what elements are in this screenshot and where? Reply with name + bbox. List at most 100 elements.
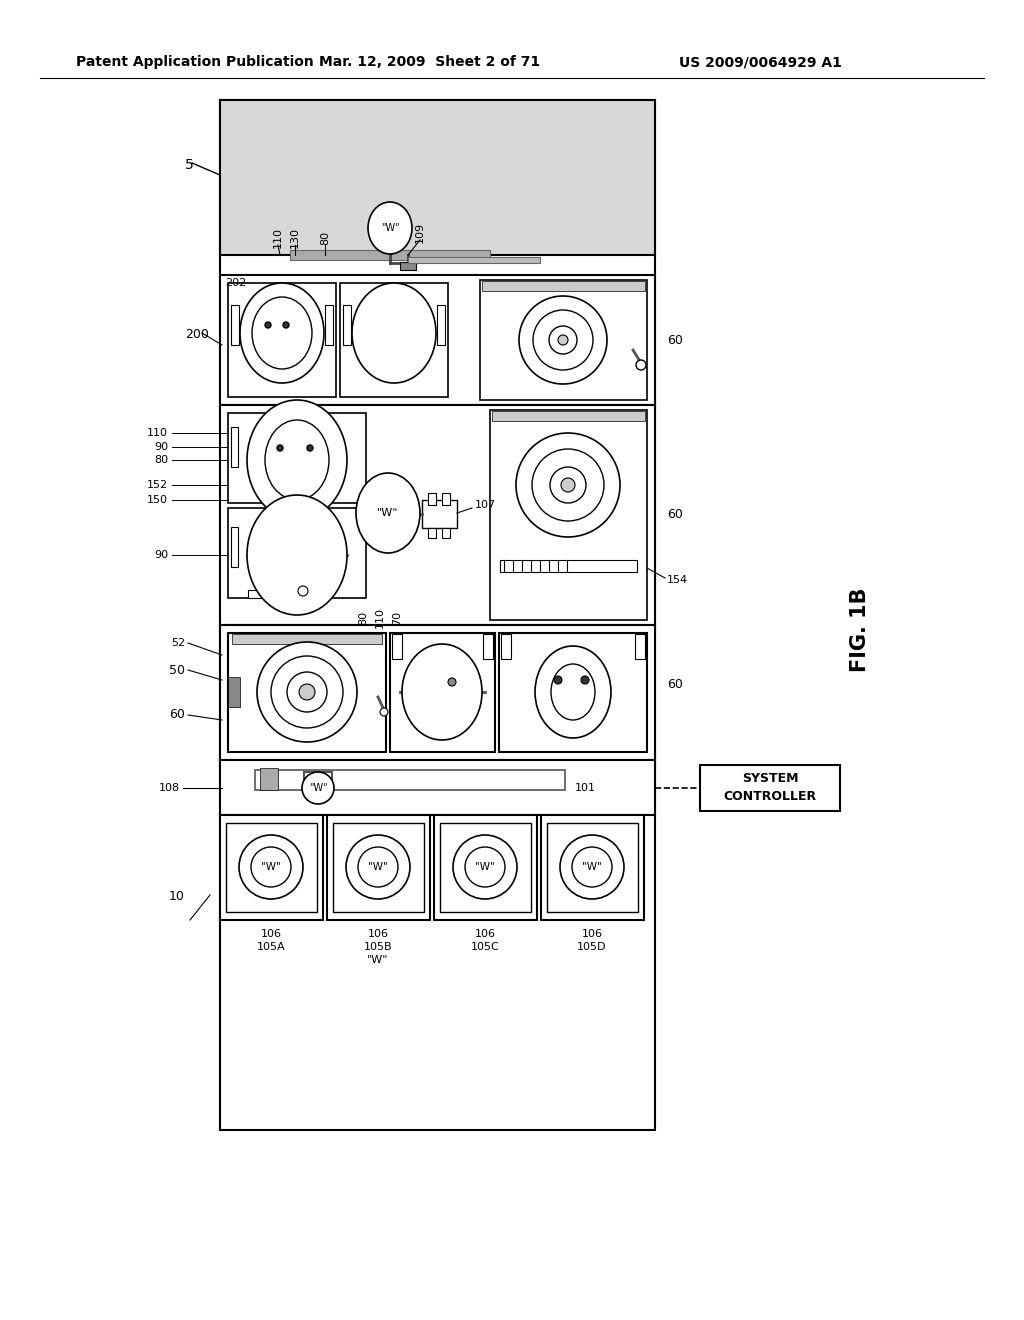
Ellipse shape bbox=[247, 495, 347, 615]
Text: 105B: 105B bbox=[364, 942, 392, 952]
Bar bbox=[440, 822, 531, 912]
Bar bbox=[220, 100, 655, 1130]
Text: 90: 90 bbox=[154, 442, 168, 451]
Text: 101: 101 bbox=[575, 783, 596, 793]
Circle shape bbox=[299, 684, 315, 700]
Circle shape bbox=[283, 322, 289, 327]
Circle shape bbox=[449, 678, 456, 686]
Bar bbox=[340, 282, 449, 397]
Ellipse shape bbox=[265, 420, 329, 500]
Text: 105C: 105C bbox=[471, 942, 500, 952]
Ellipse shape bbox=[402, 644, 482, 741]
Bar bbox=[343, 305, 351, 345]
Bar bbox=[499, 634, 647, 752]
Text: 80: 80 bbox=[154, 455, 168, 465]
Bar bbox=[220, 814, 323, 920]
Text: 60: 60 bbox=[169, 709, 185, 722]
Circle shape bbox=[561, 478, 575, 492]
Circle shape bbox=[265, 322, 271, 327]
Text: 90: 90 bbox=[154, 550, 168, 560]
Bar bbox=[220, 100, 655, 255]
Bar bbox=[260, 768, 278, 789]
Circle shape bbox=[287, 672, 327, 711]
Text: 106: 106 bbox=[260, 929, 282, 939]
Circle shape bbox=[346, 836, 410, 899]
Text: "W": "W" bbox=[368, 862, 388, 873]
Ellipse shape bbox=[551, 664, 595, 719]
Text: 130: 130 bbox=[290, 227, 300, 248]
Circle shape bbox=[453, 836, 517, 899]
Circle shape bbox=[549, 326, 577, 354]
Circle shape bbox=[307, 445, 313, 451]
Text: US 2009/0064929 A1: US 2009/0064929 A1 bbox=[679, 55, 842, 69]
Circle shape bbox=[636, 360, 646, 370]
Ellipse shape bbox=[368, 202, 412, 253]
Bar bbox=[255, 770, 565, 789]
Text: 10: 10 bbox=[169, 891, 185, 903]
Bar bbox=[437, 305, 445, 345]
Bar bbox=[231, 305, 239, 345]
Bar bbox=[231, 527, 238, 568]
Circle shape bbox=[271, 656, 343, 729]
Text: 152: 152 bbox=[146, 480, 168, 490]
Circle shape bbox=[534, 310, 593, 370]
Bar bbox=[428, 528, 436, 539]
Text: 60: 60 bbox=[667, 508, 683, 521]
Text: 52: 52 bbox=[171, 638, 185, 648]
Text: 70: 70 bbox=[392, 611, 402, 626]
Bar bbox=[500, 560, 637, 572]
Bar bbox=[392, 634, 402, 659]
Text: 202: 202 bbox=[225, 279, 246, 288]
Bar bbox=[547, 822, 638, 912]
Bar bbox=[635, 634, 645, 659]
Bar bbox=[248, 590, 278, 598]
Text: 107: 107 bbox=[475, 500, 496, 510]
Ellipse shape bbox=[352, 282, 436, 383]
Circle shape bbox=[558, 335, 568, 345]
Bar bbox=[434, 814, 537, 920]
Ellipse shape bbox=[356, 473, 420, 553]
Bar bbox=[228, 282, 336, 397]
Circle shape bbox=[560, 836, 624, 899]
Bar bbox=[220, 405, 655, 624]
Text: "W": "W" bbox=[475, 862, 495, 873]
Text: 80: 80 bbox=[319, 231, 330, 246]
Text: 50: 50 bbox=[169, 664, 185, 676]
Circle shape bbox=[581, 676, 589, 684]
Text: 106: 106 bbox=[368, 929, 388, 939]
Bar bbox=[228, 413, 366, 503]
Bar bbox=[700, 766, 840, 810]
Bar bbox=[408, 257, 540, 263]
Circle shape bbox=[257, 642, 357, 742]
Bar bbox=[231, 426, 238, 467]
Text: "W": "W" bbox=[308, 783, 328, 793]
Circle shape bbox=[572, 847, 612, 887]
Ellipse shape bbox=[252, 297, 312, 370]
Bar bbox=[442, 492, 450, 506]
Text: 108: 108 bbox=[159, 783, 180, 793]
Circle shape bbox=[554, 676, 562, 684]
Text: Patent Application Publication: Patent Application Publication bbox=[76, 55, 314, 69]
Circle shape bbox=[278, 445, 283, 451]
Ellipse shape bbox=[535, 645, 611, 738]
Circle shape bbox=[550, 467, 586, 503]
Text: 150: 150 bbox=[147, 495, 168, 506]
Text: 105D: 105D bbox=[578, 942, 607, 952]
Text: "W": "W" bbox=[261, 862, 281, 873]
Circle shape bbox=[302, 772, 334, 804]
Bar bbox=[220, 275, 655, 405]
Text: FIG. 1B: FIG. 1B bbox=[850, 587, 870, 672]
Circle shape bbox=[380, 708, 388, 715]
Text: 110: 110 bbox=[147, 428, 168, 438]
Bar bbox=[220, 624, 655, 760]
Bar bbox=[492, 411, 645, 421]
Bar bbox=[220, 760, 655, 814]
Bar bbox=[290, 249, 490, 260]
Bar bbox=[422, 500, 457, 528]
Text: 106: 106 bbox=[474, 929, 496, 939]
Bar bbox=[442, 528, 450, 539]
Text: Mar. 12, 2009  Sheet 2 of 71: Mar. 12, 2009 Sheet 2 of 71 bbox=[319, 55, 541, 69]
Bar bbox=[327, 814, 430, 920]
Text: 60: 60 bbox=[667, 334, 683, 346]
Circle shape bbox=[465, 847, 505, 887]
